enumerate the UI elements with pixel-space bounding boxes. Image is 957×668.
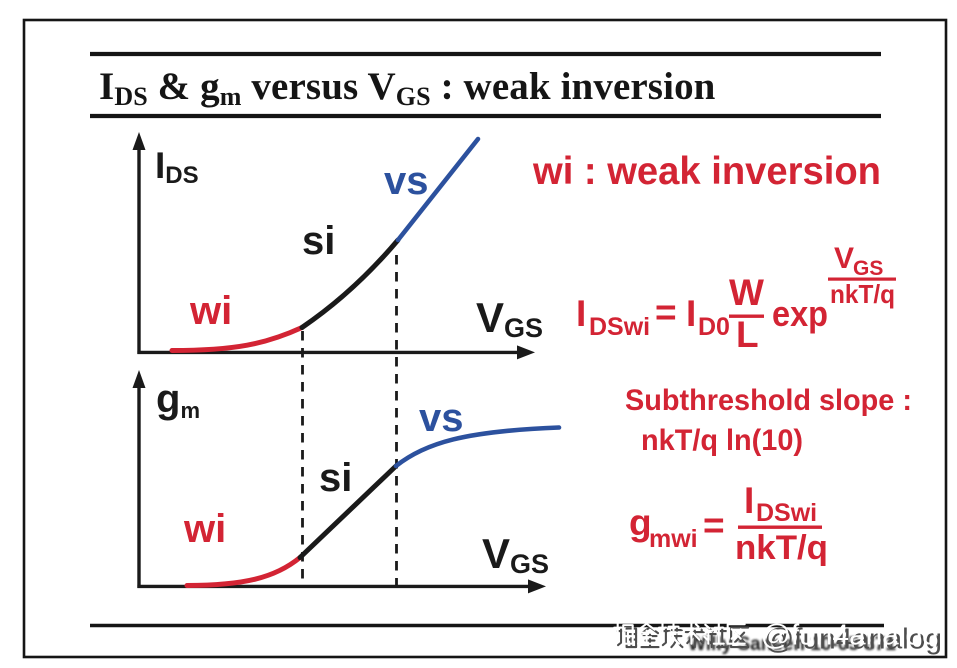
svg-text:nkT/q: nkT/q	[830, 279, 895, 309]
svg-text:si: si	[319, 456, 352, 500]
svg-text:I: I	[686, 293, 696, 334]
svg-text:L: L	[736, 314, 759, 355]
svg-text:D0: D0	[698, 313, 730, 341]
svg-text:@fun4analog: @fun4analog	[761, 620, 939, 652]
svg-text:wi: wi	[189, 289, 232, 333]
svg-text:g: g	[629, 502, 652, 543]
svg-text:vs: vs	[384, 159, 429, 203]
svg-text:W: W	[729, 272, 764, 313]
svg-text:DSwi: DSwi	[589, 313, 650, 341]
svg-text:si: si	[302, 219, 335, 263]
svg-text:IDS & gm versus VGS : weak in: IDS & gm versus VGS : weak inversion	[99, 65, 716, 111]
svg-text:nkT/q: nkT/q	[735, 529, 828, 567]
svg-text:Subthreshold slope :: Subthreshold slope :	[625, 384, 912, 417]
svg-text:I: I	[744, 480, 754, 521]
svg-text:=: =	[703, 505, 725, 546]
svg-text:DSwi: DSwi	[756, 499, 817, 527]
svg-text:exp: exp	[772, 293, 828, 334]
svg-text:I: I	[576, 293, 586, 334]
svg-text:V: V	[834, 242, 854, 275]
svg-text:=: =	[655, 292, 677, 333]
svg-text:vs: vs	[419, 396, 464, 440]
svg-text:nkT/q ln(10): nkT/q ln(10)	[641, 424, 803, 457]
svg-text:wi: wi	[183, 507, 226, 551]
svg-text:GS: GS	[853, 257, 883, 280]
svg-text:mwi: mwi	[649, 525, 698, 553]
svg-text:wi : weak inversion: wi : weak inversion	[532, 150, 881, 193]
svg-text:@fun4analog: @fun4analog	[764, 623, 942, 655]
